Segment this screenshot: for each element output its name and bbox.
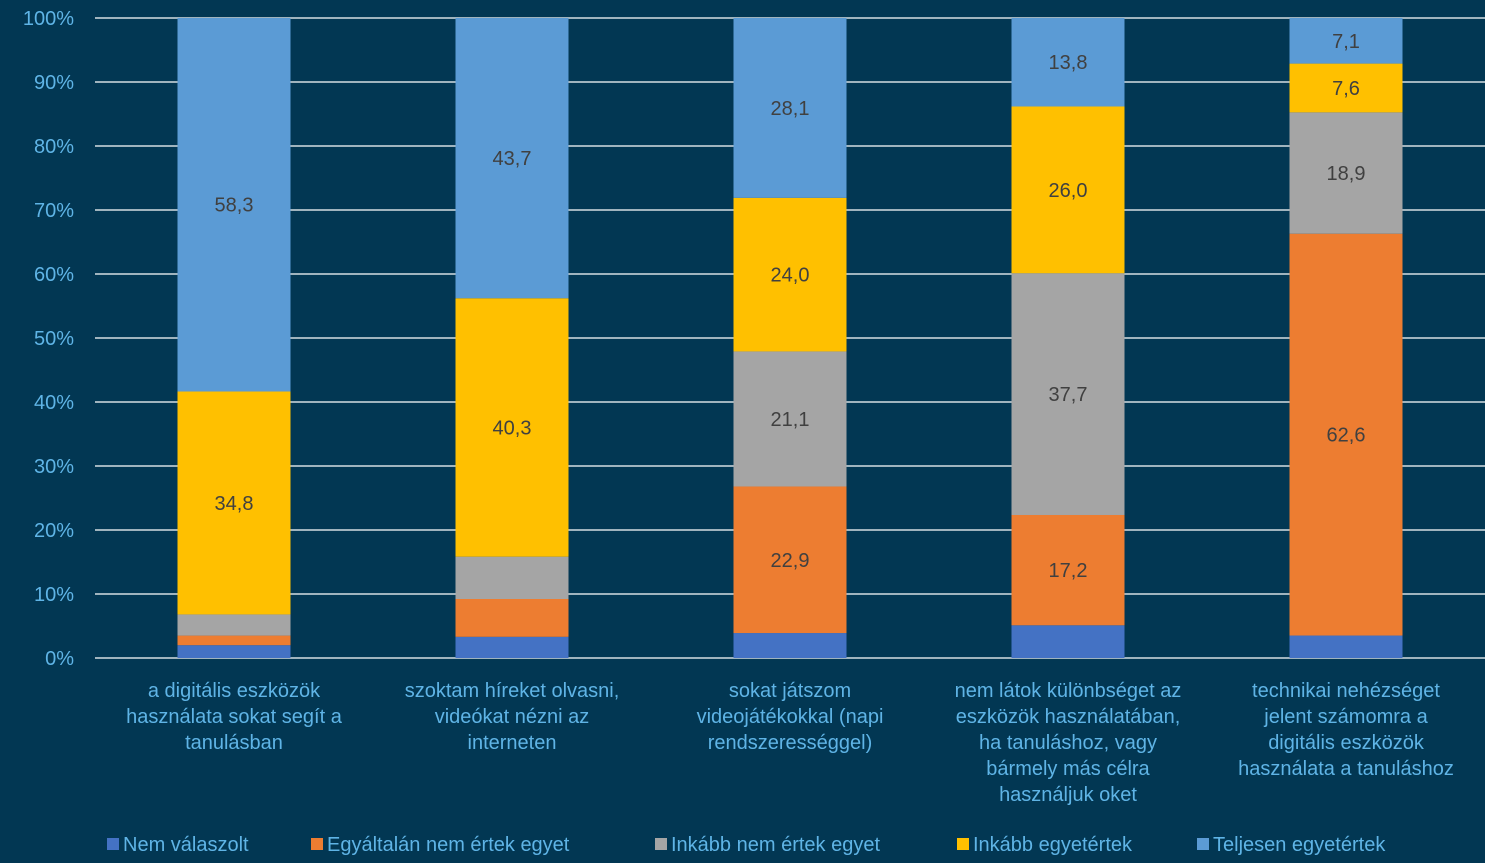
data-label: 22,9 [771, 550, 810, 572]
bar-segment [177, 18, 291, 392]
x-category-label: rendszerességgel) [708, 732, 873, 754]
data-label: 7,1 [1332, 31, 1360, 53]
data-label: 43,7 [493, 148, 532, 170]
bar-segment [177, 614, 291, 636]
bar-segment [1289, 112, 1403, 234]
data-label: 58,3 [215, 195, 254, 217]
x-category-label: szoktam híreket olvasni, [405, 680, 620, 702]
x-category-label: videókat nézni az [435, 706, 590, 728]
x-category-label: technikai nehézséget [1252, 680, 1440, 702]
y-tick-label: 80% [34, 136, 74, 158]
bar-segment [1011, 625, 1125, 658]
bar-segment [1289, 63, 1403, 113]
legend-label: Inkább nem értek egyet [671, 834, 880, 856]
data-label: 24,0 [771, 265, 810, 287]
data-label: 13,8 [1049, 52, 1088, 74]
bar-segment [455, 298, 569, 557]
data-label: 62,6 [1327, 425, 1366, 447]
legend-label: Nem válaszolt [123, 834, 249, 856]
x-category-label: nem látok különbséget az [955, 680, 1182, 702]
x-category-label: jelent számomra a [1263, 706, 1428, 728]
legend-label: Teljesen egyetértek [1213, 834, 1386, 856]
x-category-label: használjuk oket [999, 784, 1137, 806]
bar-segment [1011, 273, 1125, 515]
bar-segment [1289, 233, 1403, 636]
bar-segment [1011, 514, 1125, 626]
data-label: 17,2 [1049, 560, 1088, 582]
data-label: 21,1 [771, 409, 810, 431]
x-category-label: sokat játszom [729, 680, 851, 702]
y-tick-label: 70% [34, 200, 74, 222]
y-tick-label: 20% [34, 520, 74, 542]
y-tick-label: 100% [23, 8, 74, 30]
legend: Nem válaszolt Egyáltalán nem értek egyet I… [107, 834, 1386, 856]
bar-segment [733, 197, 847, 352]
bar-segment [455, 599, 569, 637]
bar-segment [455, 636, 569, 658]
y-tick-label: 50% [34, 328, 74, 350]
legend-swatch [655, 838, 667, 850]
x-category-label: tanulásban [185, 732, 283, 754]
legend-label: Inkább egyetértek [973, 834, 1133, 856]
x-category-label: bármely más célra [986, 758, 1150, 780]
bar-segment [733, 18, 847, 198]
legend-swatch [957, 838, 969, 850]
x-category-label: használata a tanuláshoz [1238, 758, 1454, 780]
bar-segment [1011, 106, 1125, 274]
x-category-label: a digitális eszközök [148, 680, 321, 702]
y-tick-label: 90% [34, 72, 74, 94]
bar-segment [177, 635, 291, 646]
x-category-label: eszközök használatában, [956, 706, 1181, 728]
bars: 34,8 58,3 40,3 43,7 22,9 21,1 24,0 28,1 17,2 37,7… [177, 18, 1403, 658]
data-label: 37,7 [1049, 384, 1088, 406]
bar-segment [1289, 18, 1403, 64]
x-axis: a digitális eszközök használata sokat seg… [126, 680, 1454, 806]
bar-segment [1289, 635, 1403, 658]
bar-segment [177, 391, 291, 615]
data-label: 7,6 [1332, 78, 1360, 100]
x-category-label: ha tanuláshoz, vagy [979, 732, 1157, 754]
x-category-label: interneten [468, 732, 557, 754]
bar-segment [455, 556, 569, 600]
data-label: 26,0 [1049, 180, 1088, 202]
bar-segment [177, 645, 291, 658]
bar-segment [733, 486, 847, 634]
x-category-label: videojátékokkal (napi [697, 706, 884, 728]
bar-segment [733, 633, 847, 658]
bar-segment [733, 351, 847, 487]
data-label: 28,1 [771, 98, 810, 120]
x-category-label: digitális eszközök [1268, 732, 1425, 754]
x-category-label: használata sokat segít a [126, 706, 343, 728]
y-axis-ticks: 0% 10% 20% 30% 40% 50% 60% 70% 80% 90% 100% [23, 8, 74, 670]
legend-swatch [107, 838, 119, 850]
legend-swatch [311, 838, 323, 850]
data-label: 40,3 [493, 417, 532, 439]
y-tick-label: 10% [34, 584, 74, 606]
legend-swatch [1197, 838, 1209, 850]
data-label: 34,8 [215, 493, 254, 515]
bar-segment [1011, 18, 1125, 107]
y-tick-label: 40% [34, 392, 74, 414]
y-tick-label: 30% [34, 456, 74, 478]
y-tick-label: 60% [34, 264, 74, 286]
y-tick-label: 0% [45, 648, 74, 670]
legend-label: Egyáltalán nem értek egyet [327, 834, 570, 856]
data-label: 18,9 [1327, 163, 1366, 185]
bar-segment [455, 18, 569, 299]
